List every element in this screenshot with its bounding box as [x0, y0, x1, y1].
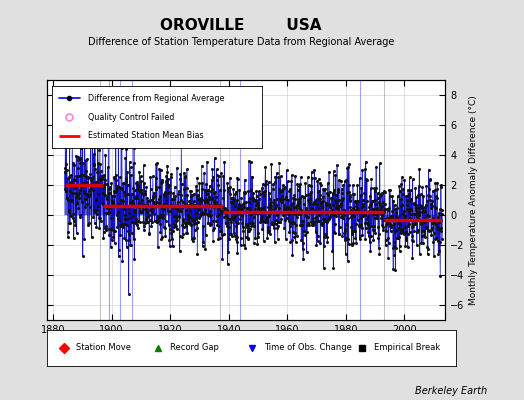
Y-axis label: Monthly Temperature Anomaly Difference (°C): Monthly Temperature Anomaly Difference (… — [469, 95, 478, 305]
Text: Quality Control Failed: Quality Control Failed — [88, 112, 174, 122]
Text: Berkeley Earth: Berkeley Earth — [415, 386, 487, 396]
Text: Station Move: Station Move — [76, 344, 131, 352]
Text: Record Gap: Record Gap — [170, 344, 219, 352]
Text: Empirical Break: Empirical Break — [374, 344, 440, 352]
Text: Difference from Regional Average: Difference from Regional Average — [88, 94, 224, 103]
Text: OROVILLE        USA: OROVILLE USA — [160, 18, 322, 34]
Text: Difference of Station Temperature Data from Regional Average: Difference of Station Temperature Data f… — [88, 37, 394, 47]
Text: Estimated Station Mean Bias: Estimated Station Mean Bias — [88, 131, 204, 140]
Text: Time of Obs. Change: Time of Obs. Change — [264, 344, 352, 352]
